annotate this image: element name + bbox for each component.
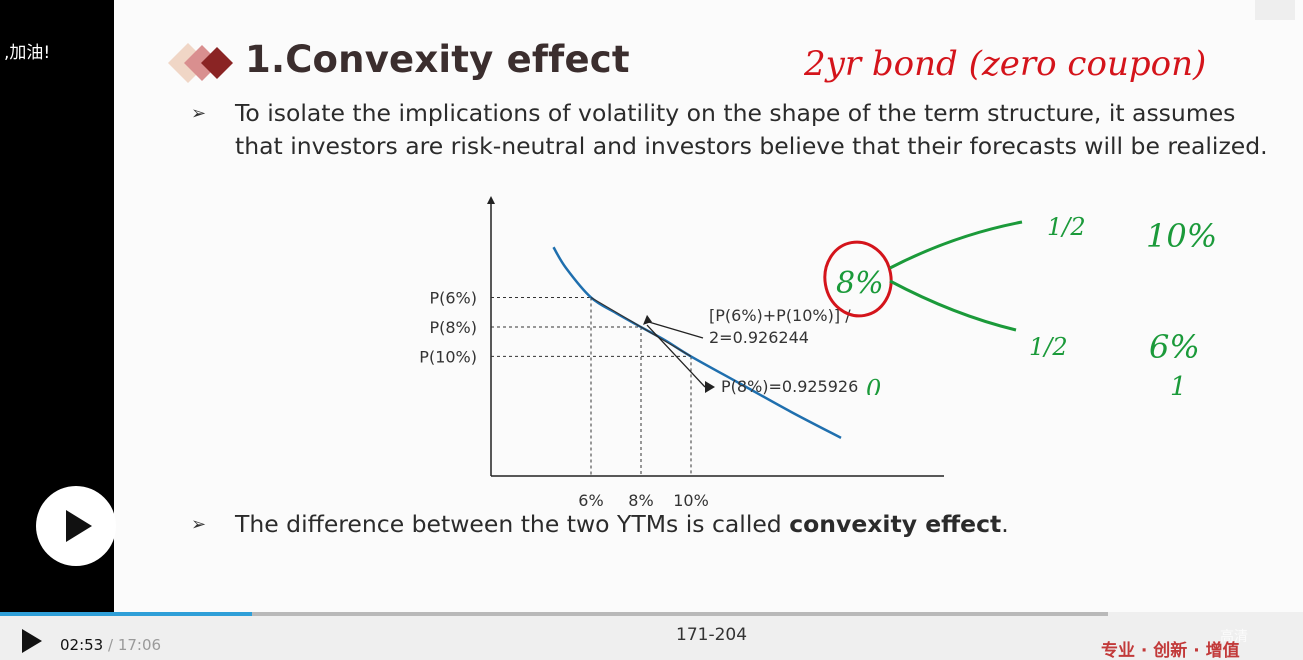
bullet-isolate-text: To isolate the implications of volatilit…	[235, 99, 1268, 160]
bullet-arrow-icon: ➢	[191, 103, 207, 124]
handwritten-up-rate: 10%	[1146, 217, 1217, 255]
quality-label[interactable]: 高清	[1220, 629, 1248, 645]
handwritten-down-prob: 1/2	[1029, 333, 1068, 361]
y-axis-arrow-icon	[487, 196, 495, 204]
bullet-arrow-icon: ➢	[191, 514, 207, 535]
bullet-difference-prefix: The difference between the two YTMs is c…	[235, 510, 790, 538]
p8-arrow-line	[646, 324, 706, 388]
x-tick-label: 8%	[628, 491, 653, 510]
time-separator: /	[103, 636, 118, 654]
x-tick-label: 10%	[673, 491, 709, 510]
bullet-difference: ➢ The difference between the two YTMs is…	[191, 508, 1285, 541]
time-display: 02:53 / 17:06	[60, 636, 161, 654]
handwritten-top-note: 2yr bond (zero coupon)	[804, 44, 1206, 84]
big-play-button[interactable]	[36, 486, 116, 566]
play-icon	[66, 510, 92, 542]
p8-arrowhead-icon	[705, 381, 715, 393]
y-tick-label: P(10%)	[419, 347, 477, 366]
handwritten-down-rate: 6%	[1149, 328, 1200, 366]
progress-bar[interactable]	[0, 612, 1108, 616]
x-tick-label: 6%	[578, 491, 603, 510]
danmaku-comment: ,加油!	[4, 43, 51, 63]
lower-branch-line	[889, 279, 1017, 332]
player-controls: 02:53 / 17:06 171-204 专业 · 创新 · 增值 高清	[0, 612, 1303, 660]
duration: 17:06	[117, 636, 162, 654]
y-tick-label: P(6%)	[429, 288, 477, 307]
red-circle-icon	[823, 240, 893, 318]
y-tick-label: P(8%)	[429, 318, 477, 337]
handwritten-time0: 0	[866, 375, 881, 395]
current-time: 02:53	[60, 636, 104, 654]
slide-title: 1.Convexity effect	[245, 38, 630, 81]
handwritten-center-rate: 8%	[836, 266, 884, 301]
bullet-difference-suffix: .	[1001, 510, 1009, 538]
bullet-difference-bold: convexity effect	[789, 510, 1002, 538]
slide-corner-bar	[1255, 0, 1295, 20]
progress-fill	[0, 612, 252, 616]
bullet-isolate: ➢ To isolate the implications of volatil…	[191, 97, 1285, 163]
average-annotation-line2: 2=0.926244	[709, 328, 809, 347]
handwritten-up-prob: 1/2	[1047, 213, 1086, 241]
handwritten-annotations: 2yr bond (zero coupon) 8% 1/2 10% 1/2 6%…	[804, 44, 1217, 395]
slogan-logo: 专业 · 创新 · 增值	[1101, 641, 1240, 660]
price-yield-chart: 6% P(6%) 8% P(8%) 10% P(10%) [P(6%)+P(10%)] / 2…	[419, 196, 944, 510]
handwritten-time1: 1	[1170, 372, 1187, 395]
upper-branch-line	[889, 220, 1023, 270]
page-indicator: 171-204	[676, 625, 748, 645]
average-arrowhead-icon	[643, 314, 652, 325]
average-arrow-line	[644, 320, 704, 339]
p8-annotation: P(8%)=0.925926	[721, 377, 858, 396]
slide: 1.Convexity effect ➢ To isolate the impl…	[114, 0, 1303, 612]
title-diamond-icon	[168, 43, 233, 83]
average-annotation-line1: [P(6%)+P(10%)] /	[709, 306, 851, 325]
play-button[interactable]	[22, 629, 42, 653]
chord-line	[590, 296, 692, 357]
